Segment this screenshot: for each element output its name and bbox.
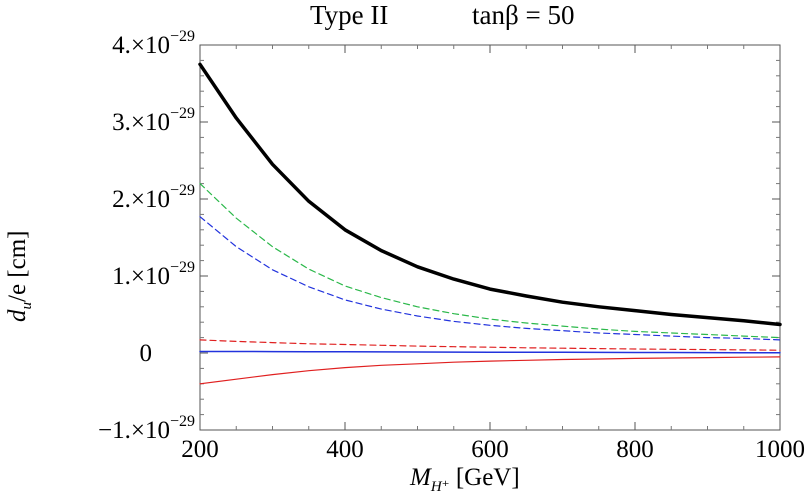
chart-title-tan: tanβ = 50	[472, 0, 575, 30]
series-line-4	[199, 339, 781, 351]
y-tick-exponent: −29	[170, 259, 195, 276]
y-tick-label: 0	[140, 340, 153, 367]
y-tick-label: 1.×10	[112, 263, 170, 290]
y-tick-label: −1.×10	[98, 417, 170, 444]
y-tick-label: 3.×10	[112, 109, 170, 136]
series-line-6	[199, 356, 781, 385]
chart-title-type: Type II	[310, 0, 389, 30]
x-axis-label: MH⁺ [GeV]	[410, 464, 520, 495]
series-group	[198, 62, 782, 385]
x-tick-label: 400	[326, 436, 364, 463]
x-tick-label: 1000	[755, 436, 805, 463]
x-tick-label: 200	[181, 436, 219, 463]
x-tick-labels: 200 400 600 800 1000	[181, 436, 805, 463]
y-tick-label: 4.×10	[112, 32, 170, 59]
y-tick-exponent: −29	[170, 182, 195, 199]
y-tick-exponent: −29	[170, 105, 195, 122]
series-line-3	[199, 216, 781, 341]
y-axis-label: du/e [cm]	[4, 230, 35, 322]
tick-marks	[199, 44, 781, 431]
series-line-5	[199, 350, 781, 354]
x-tick-label: 600	[471, 436, 509, 463]
y-tick-exponent: −29	[170, 28, 195, 45]
y-tick-exponent: −29	[170, 413, 195, 430]
series-line-2	[199, 183, 781, 339]
plot-frame	[199, 44, 781, 431]
x-tick-label: 800	[616, 436, 654, 463]
series-line-1	[198, 62, 782, 327]
y-tick-label: 2.×10	[112, 186, 170, 213]
